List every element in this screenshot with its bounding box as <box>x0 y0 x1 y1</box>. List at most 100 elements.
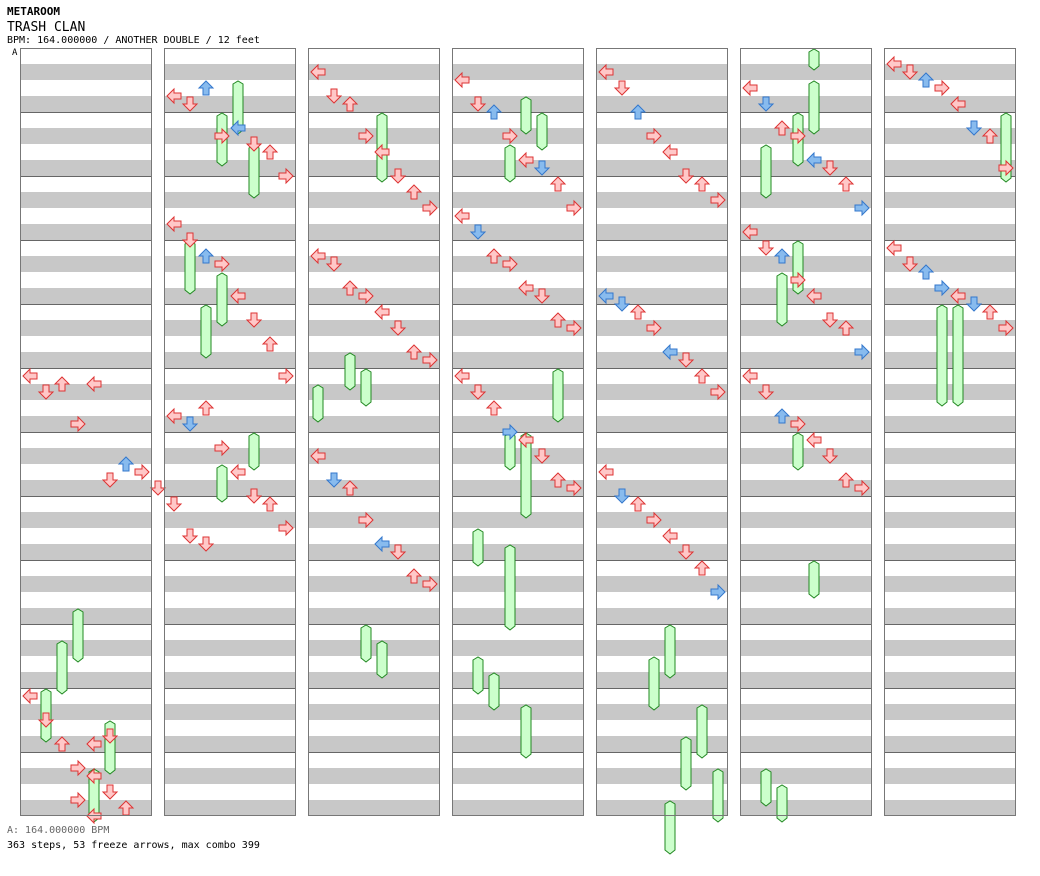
beat-band <box>452 384 584 400</box>
arrow-up-icon <box>341 480 359 496</box>
beat-band <box>164 576 296 592</box>
beat-band <box>20 496 152 512</box>
beat-band <box>884 160 1016 176</box>
beat-band <box>20 736 152 752</box>
arrow-right-icon <box>214 255 230 273</box>
beat-band <box>596 224 728 240</box>
beat-band <box>452 608 584 624</box>
beat-band <box>596 64 728 80</box>
arrow-right-icon <box>998 319 1014 337</box>
beat-band <box>164 592 296 608</box>
arrow-down-icon <box>101 784 119 800</box>
beat-band <box>164 352 296 368</box>
arrow-up-icon <box>549 312 567 328</box>
freeze-arrow <box>936 304 948 407</box>
beat-band <box>884 560 1016 576</box>
beat-band <box>452 80 584 96</box>
beat-band <box>20 576 152 592</box>
chart-column-5 <box>596 48 728 816</box>
beat-band <box>164 304 296 320</box>
measure-line <box>308 688 440 689</box>
arrow-left-icon <box>742 223 758 241</box>
measure-line <box>308 752 440 753</box>
freeze-arrow <box>360 624 372 663</box>
beat-band <box>884 720 1016 736</box>
beat-band <box>164 672 296 688</box>
beat-band <box>20 272 152 288</box>
beat-band <box>884 624 1016 640</box>
beat-band <box>308 768 440 784</box>
beat-band <box>164 800 296 816</box>
arrow-left-icon <box>166 87 182 105</box>
beat-band <box>164 544 296 560</box>
measure-line <box>740 304 872 305</box>
freeze-arrow <box>712 768 724 823</box>
arrow-right-icon <box>358 511 374 529</box>
beat-band <box>740 496 872 512</box>
beat-band <box>740 752 872 768</box>
freeze-arrow <box>648 656 660 711</box>
beat-band <box>884 784 1016 800</box>
beat-band <box>596 192 728 208</box>
freeze-arrow <box>216 464 228 503</box>
beat-band <box>308 608 440 624</box>
arrow-down-icon <box>677 352 695 368</box>
beat-band <box>452 352 584 368</box>
measure-line <box>452 368 584 369</box>
measure-line <box>20 560 152 561</box>
beat-band <box>164 432 296 448</box>
beat-band <box>884 416 1016 432</box>
arrow-right-icon <box>646 511 662 529</box>
beat-band <box>884 608 1016 624</box>
beat-band <box>596 448 728 464</box>
measure-line <box>452 496 584 497</box>
arrow-down-icon <box>533 448 551 464</box>
measure-line <box>20 304 152 305</box>
measure-line <box>740 368 872 369</box>
arrow-left-icon <box>598 287 614 305</box>
arrow-down-icon <box>37 712 55 728</box>
arrow-left-icon <box>598 63 614 81</box>
freeze-arrow <box>312 384 324 423</box>
beat-band <box>164 384 296 400</box>
beat-band <box>884 192 1016 208</box>
arrow-left-icon <box>310 63 326 81</box>
song-artist: METAROOM <box>7 5 60 18</box>
beat-band <box>740 624 872 640</box>
beat-band <box>20 64 152 80</box>
measure-line <box>20 112 152 113</box>
beat-band <box>20 112 152 128</box>
beat-band <box>308 320 440 336</box>
freeze-arrow <box>216 272 228 327</box>
measure-line <box>740 240 872 241</box>
beat-band <box>884 464 1016 480</box>
measure-line <box>308 368 440 369</box>
measure-line <box>740 752 872 753</box>
beat-band <box>740 400 872 416</box>
measure-line <box>20 688 152 689</box>
arrow-left-icon <box>454 367 470 385</box>
beat-band <box>20 528 152 544</box>
arrow-right-icon <box>70 759 86 777</box>
arrow-left-icon <box>454 71 470 89</box>
beat-band <box>164 416 296 432</box>
beat-band <box>740 288 872 304</box>
arrow-up-icon <box>837 472 855 488</box>
arrow-up-icon <box>197 400 215 416</box>
arrow-up-icon <box>405 344 423 360</box>
beat-band <box>452 544 584 560</box>
beat-band <box>884 672 1016 688</box>
beat-band <box>164 448 296 464</box>
beat-band <box>20 672 152 688</box>
beat-band <box>884 112 1016 128</box>
beat-band <box>884 496 1016 512</box>
beat-band <box>452 624 584 640</box>
measure-line <box>20 368 152 369</box>
beat-band <box>740 352 872 368</box>
beat-band <box>596 688 728 704</box>
measure-line <box>20 496 152 497</box>
arrow-up-icon <box>917 72 935 88</box>
measure-line <box>308 240 440 241</box>
beat-band <box>308 288 440 304</box>
beat-band <box>308 640 440 656</box>
